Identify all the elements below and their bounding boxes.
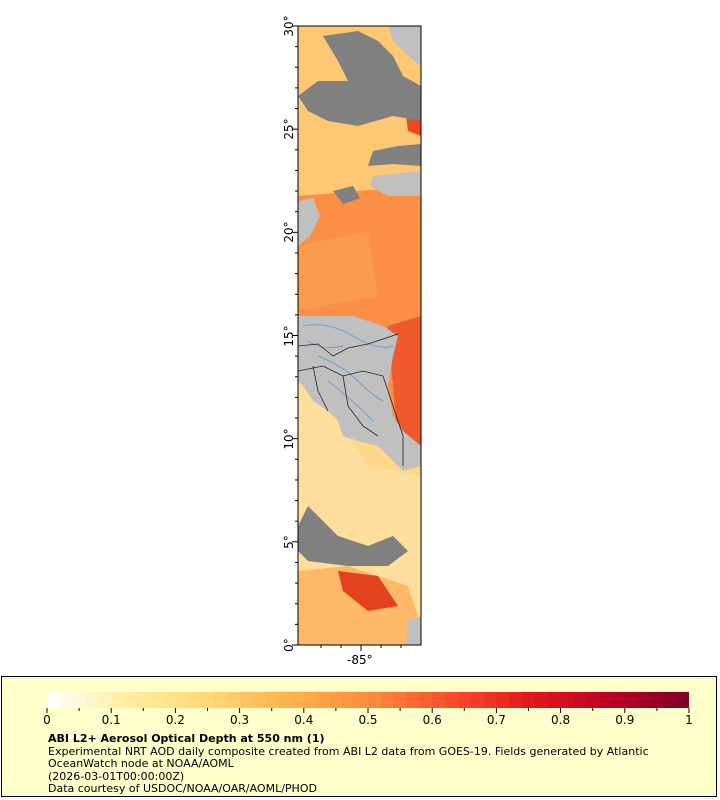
colorbar-segment — [329, 692, 343, 708]
colorbar-segment — [316, 692, 330, 708]
map-axes — [292, 25, 422, 651]
legend-title: ABI L2+ Aerosol Optical Depth at 550 nm … — [48, 732, 325, 745]
land-south-coast — [406, 616, 421, 645]
aod-field-mid — [298, 231, 378, 311]
colorbar-segment — [59, 692, 74, 708]
aod-map-panel[interactable] — [298, 26, 421, 645]
colorbar-segment — [265, 692, 279, 708]
lat-label: 20° — [282, 221, 296, 243]
colorbar-segment — [663, 692, 677, 708]
colorbar-segment — [162, 692, 176, 708]
land-coast-west — [298, 198, 320, 246]
colorbar-segment — [149, 692, 164, 708]
legend-credit: Data courtesy of USDOC/NOAA/OAR/AOML/PHO… — [48, 782, 317, 795]
colorbar-segment — [611, 692, 626, 708]
legend-text: ABI L2+ Aerosol Optical Depth at 550 nm … — [48, 732, 688, 796]
colorbar-segment — [136, 692, 151, 708]
lat-label: 0° — [282, 638, 296, 652]
colorbar-label: 0.3 — [230, 713, 250, 727]
colorbar-segment — [522, 692, 536, 708]
land-iberia-coast — [370, 171, 421, 196]
no-data-cloud-small — [333, 186, 360, 204]
colorbar-segment — [124, 692, 138, 708]
no-data-cloud-north — [298, 31, 421, 126]
colorbar-segment — [47, 692, 61, 708]
colorbar-segment — [111, 692, 125, 708]
colorbar-segment — [496, 692, 510, 708]
colorbar-segment — [419, 692, 433, 708]
colorbar-label: 0.2 — [165, 713, 185, 727]
map-figure — [298, 26, 421, 645]
colorbar-segment — [586, 692, 600, 708]
colorbar-label: 0.8 — [551, 713, 571, 727]
colorbar-segment — [342, 692, 356, 708]
colorbar-segment — [252, 692, 266, 708]
colorbar-segment — [213, 692, 228, 708]
colorbar-segment — [290, 692, 305, 708]
land-west-africa — [298, 316, 421, 471]
colorbar-label: 0.4 — [294, 713, 314, 727]
colorbar-label: 0.5 — [358, 713, 378, 727]
lon-label: -85° — [347, 653, 373, 667]
lat-label: 15° — [282, 324, 296, 347]
colorbar-ticks — [46, 708, 690, 713]
colorbar-segment — [98, 692, 112, 708]
colorbar-segment — [624, 692, 639, 708]
colorbar-segment — [303, 692, 318, 708]
colorbar-segment — [85, 692, 99, 708]
aod-field-dust-core — [388, 316, 421, 446]
colorbar-segment — [380, 692, 395, 708]
colorbar-segment — [175, 692, 189, 708]
colorbar-segment — [278, 692, 292, 708]
colorbar-label: 0.9 — [615, 713, 635, 727]
colorbar-segment — [432, 692, 446, 708]
colorbar-segment — [368, 692, 382, 708]
colorbar-segment — [226, 692, 241, 708]
aod-field-south-hotspot — [338, 571, 398, 611]
legend-description: Experimental NRT AOD daily composite cre… — [48, 744, 649, 770]
colorbar-segment — [547, 692, 562, 708]
map-frame — [297, 25, 422, 646]
colorbar-segment — [470, 692, 485, 708]
colorbar-segment — [560, 692, 574, 708]
colorbar-segment — [355, 692, 369, 708]
lat-label: 25° — [282, 118, 296, 140]
political-borders — [298, 333, 404, 466]
lat-label: 30° — [282, 15, 296, 37]
colorbar-segment — [650, 692, 664, 708]
no-data-cloud-north2 — [368, 144, 421, 166]
colorbar-segment — [457, 692, 472, 708]
land-north — [388, 26, 421, 66]
legend-time: (2026-03-01T00:00:00Z) — [48, 769, 185, 783]
lat-label: 5° — [282, 535, 296, 549]
lat-label: 10° — [282, 428, 296, 450]
colorbar-label: 1 — [685, 713, 693, 727]
colorbar-segment — [201, 692, 215, 708]
aod-field-south-orange — [298, 566, 421, 645]
colorbar-segment — [509, 692, 523, 708]
colorbar-label: 0.7 — [486, 713, 506, 727]
colorbar-segment — [483, 692, 497, 708]
colorbar-segment — [676, 692, 689, 708]
colorbar-segment — [72, 692, 87, 708]
no-data-cloud-mid — [298, 506, 408, 566]
colorbar-label: 0.6 — [422, 713, 442, 727]
colorbar-segment — [534, 692, 549, 708]
colorbar-segment — [573, 692, 587, 708]
river-lines — [302, 324, 394, 422]
colorbar-segment — [406, 692, 420, 708]
colorbar-segment — [637, 692, 651, 708]
colorbar-label: 0.1 — [101, 713, 121, 727]
colorbar-segment — [188, 692, 202, 708]
aod-colorbar — [47, 692, 689, 708]
colorbar-segment — [393, 692, 408, 708]
colorbar-label: 0 — [43, 713, 51, 727]
colorbar-segment — [599, 692, 613, 708]
colorbar-segment — [445, 692, 459, 708]
colorbar-segment — [239, 692, 253, 708]
